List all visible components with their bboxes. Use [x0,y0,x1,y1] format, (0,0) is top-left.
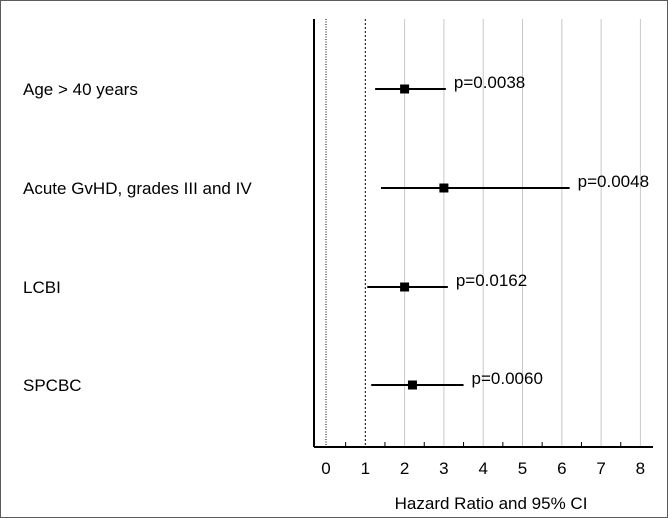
x-tick-label: 3 [439,459,448,478]
x-tick-label: 6 [557,459,566,478]
row-label: Acute GvHD, grades III and IV [23,179,252,198]
p-value-label: p=0.0162 [456,271,527,290]
hr-point [407,380,417,390]
hr-point [439,183,449,193]
row-label: Age > 40 years [23,80,138,99]
x-tick-label: 1 [361,459,370,478]
forest-row: SPCBC p=0.0060 [23,369,543,395]
forest-row: LCBI p=0.0162 [23,271,527,297]
forest-row: Age > 40 years p=0.0038 [23,73,525,99]
p-value-label: p=0.0060 [472,369,543,388]
forest-row: Acute GvHD, grades III and IV p=0.0048 [23,172,649,198]
x-tick-label: 7 [596,459,605,478]
hr-point [400,282,410,292]
hr-point [400,84,410,94]
row-label: LCBI [23,278,61,297]
x-tick-label: 2 [400,459,409,478]
x-tick-label: 0 [321,459,330,478]
x-tick-label: 4 [478,459,487,478]
x-tick-label: 8 [636,459,645,478]
p-value-label: p=0.0048 [578,172,649,191]
x-axis-title: Hazard Ratio and 95% CI [395,494,588,513]
row-label: SPCBC [23,376,82,395]
x-tick-label: 5 [518,459,527,478]
p-value-label: p=0.0038 [454,73,525,92]
